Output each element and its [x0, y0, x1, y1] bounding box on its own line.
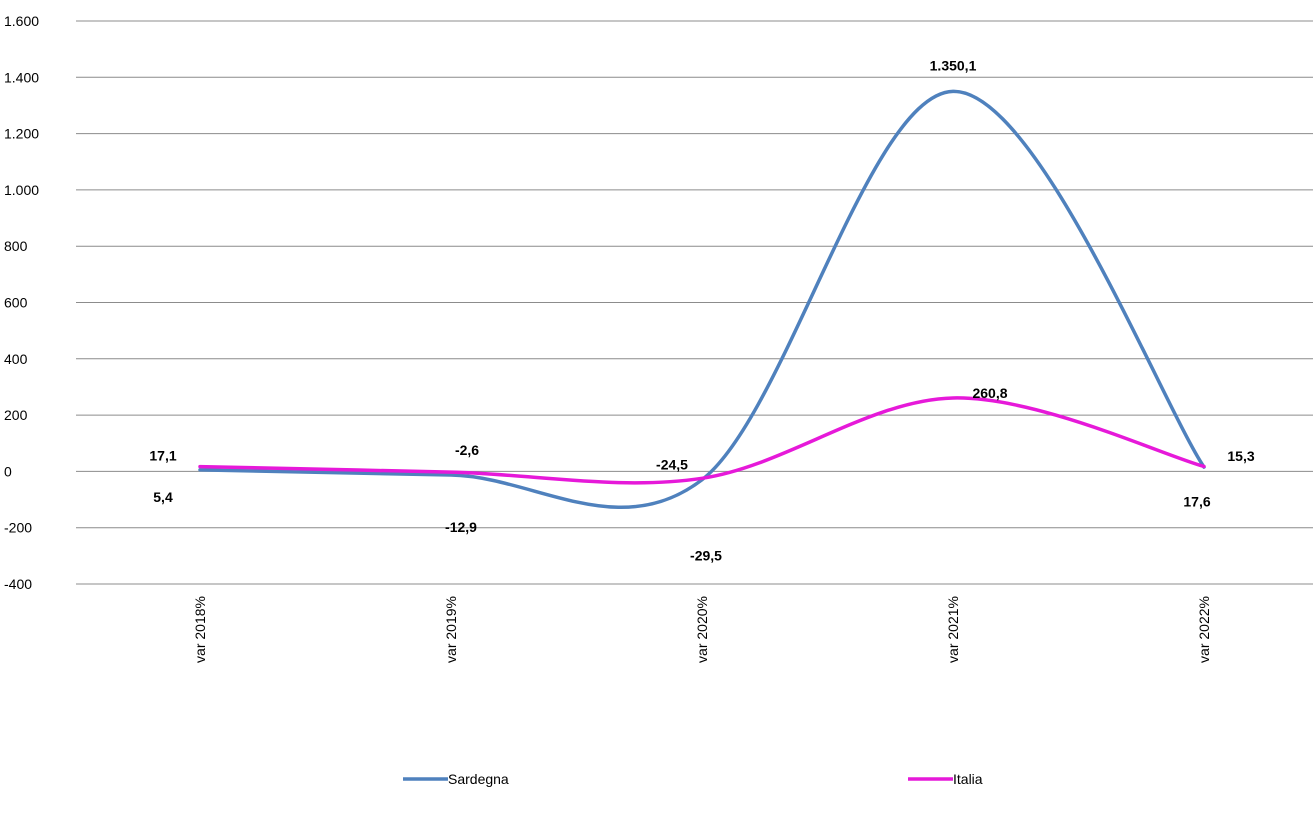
legend-label-sardegna: Sardegna	[448, 771, 509, 787]
x-axis-tick-labels: var 2018% var 2019% var 2020% var 2021% var …	[192, 596, 1212, 663]
x-tick-label: var 2021%	[945, 596, 961, 663]
x-tick-label: var 2018%	[192, 596, 208, 663]
data-label: 15,3	[1227, 448, 1254, 464]
x-tick-label: var 2022%	[1196, 596, 1212, 663]
data-label: -24,5	[656, 456, 688, 472]
y-tick-label: 0	[4, 463, 12, 479]
y-tick-label: 1.000	[4, 182, 39, 198]
data-label: 5,4	[153, 489, 173, 505]
y-tick-label: 400	[4, 351, 28, 367]
y-tick-label: 1.200	[4, 126, 39, 142]
legend-label-italia: Italia	[953, 771, 983, 787]
data-label: 1.350,1	[930, 57, 977, 73]
data-label: -12,9	[445, 519, 477, 535]
y-tick-label: 200	[4, 407, 28, 423]
data-labels: 5,4 -12,9 -29,5 1.350,1 15,3 17,1 -2,6 -24,5 260…	[149, 57, 1254, 563]
x-tick-label: var 2020%	[694, 596, 710, 663]
legend: Sardegna Italia	[403, 771, 983, 787]
x-tick-label: var 2019%	[443, 596, 459, 663]
gridlines	[76, 20, 1313, 585]
data-label: -29,5	[690, 548, 722, 564]
series-lines	[198, 89, 1206, 510]
data-label: 17,1	[149, 448, 176, 464]
y-axis-tick-labels: -400 -200 0 200 400 600 800 1.000 1.200 1.400 1.60…	[4, 13, 39, 592]
data-label: 260,8	[972, 385, 1007, 401]
data-label: -2,6	[455, 442, 479, 458]
y-tick-label: 600	[4, 295, 28, 311]
series-line-sardegna	[198, 89, 1206, 510]
y-tick-label: 1.600	[4, 13, 39, 29]
y-tick-label: -400	[4, 576, 32, 592]
y-tick-label: 1.400	[4, 69, 39, 85]
series-line-italia	[198, 396, 1206, 485]
y-tick-label: 800	[4, 238, 28, 254]
data-label: 17,6	[1183, 493, 1210, 509]
y-tick-label: -200	[4, 520, 32, 536]
